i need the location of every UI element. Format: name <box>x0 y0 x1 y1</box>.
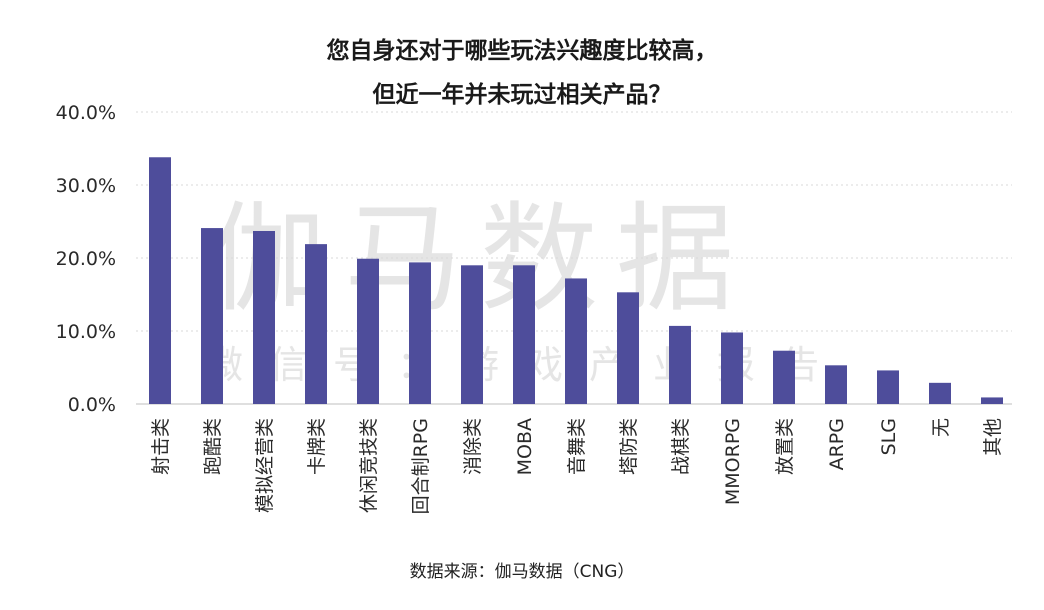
y-axis-ticks: 0.0% 10.0% 20.0% 30.0% 40.0% <box>56 102 116 416</box>
data-source: 数据来源：伽马数据（CNG） <box>410 562 635 582</box>
bar <box>461 265 483 404</box>
bar <box>617 292 639 404</box>
x-tick-label: 模拟经营类 <box>254 418 276 513</box>
x-axis-ticks: 射击类 跑酷类 模拟经营类 卡牌类 休闲竞技类 回合制RPG 消除类 MOBA 音舞类 塔防类 战棋… <box>150 418 1004 514</box>
y-tick-label: 40.0% <box>56 102 116 124</box>
chart-title-line-1: 您自身还对于哪些玩法兴趣度比较高， <box>327 37 718 64</box>
bar <box>201 228 223 404</box>
x-tick-label: ARPG <box>826 418 848 470</box>
x-tick-label: 射击类 <box>150 418 172 475</box>
x-tick-label: 塔防类 <box>618 418 640 475</box>
bar <box>773 350 795 404</box>
bar <box>877 370 899 404</box>
bars <box>149 157 1003 404</box>
x-tick-label: 消除类 <box>462 418 484 475</box>
bar <box>149 157 171 404</box>
x-tick-label: 休闲竞技类 <box>358 418 380 513</box>
bar <box>409 262 431 404</box>
bar <box>253 230 275 404</box>
bar <box>669 325 691 404</box>
x-tick-label: 其他 <box>982 418 1004 456</box>
x-tick-label: 无 <box>930 418 952 437</box>
bar <box>825 365 847 404</box>
bar <box>357 258 379 404</box>
x-tick-label: SLG <box>878 418 900 455</box>
x-tick-label: 放置类 <box>774 418 796 475</box>
y-tick-label: 10.0% <box>56 321 116 343</box>
x-tick-label: 回合制RPG <box>410 418 432 514</box>
x-tick-label: 战棋类 <box>670 418 692 475</box>
y-tick-label: 30.0% <box>56 175 116 197</box>
bar <box>981 397 1003 404</box>
bar <box>721 332 743 404</box>
bar <box>305 244 327 404</box>
x-tick-label: MMORPG <box>722 418 744 505</box>
y-tick-label: 0.0% <box>68 394 116 416</box>
x-tick-label: 跑酷类 <box>202 418 224 475</box>
chart-title-line-2: 但近一年并未玩过相关产品？ <box>373 81 672 108</box>
x-tick-label: 音舞类 <box>566 418 588 475</box>
bar <box>929 382 951 404</box>
bar <box>513 265 535 404</box>
x-tick-label: MOBA <box>514 418 536 475</box>
y-tick-label: 20.0% <box>56 248 116 270</box>
x-tick-label: 卡牌类 <box>306 418 328 475</box>
bar <box>565 278 587 404</box>
